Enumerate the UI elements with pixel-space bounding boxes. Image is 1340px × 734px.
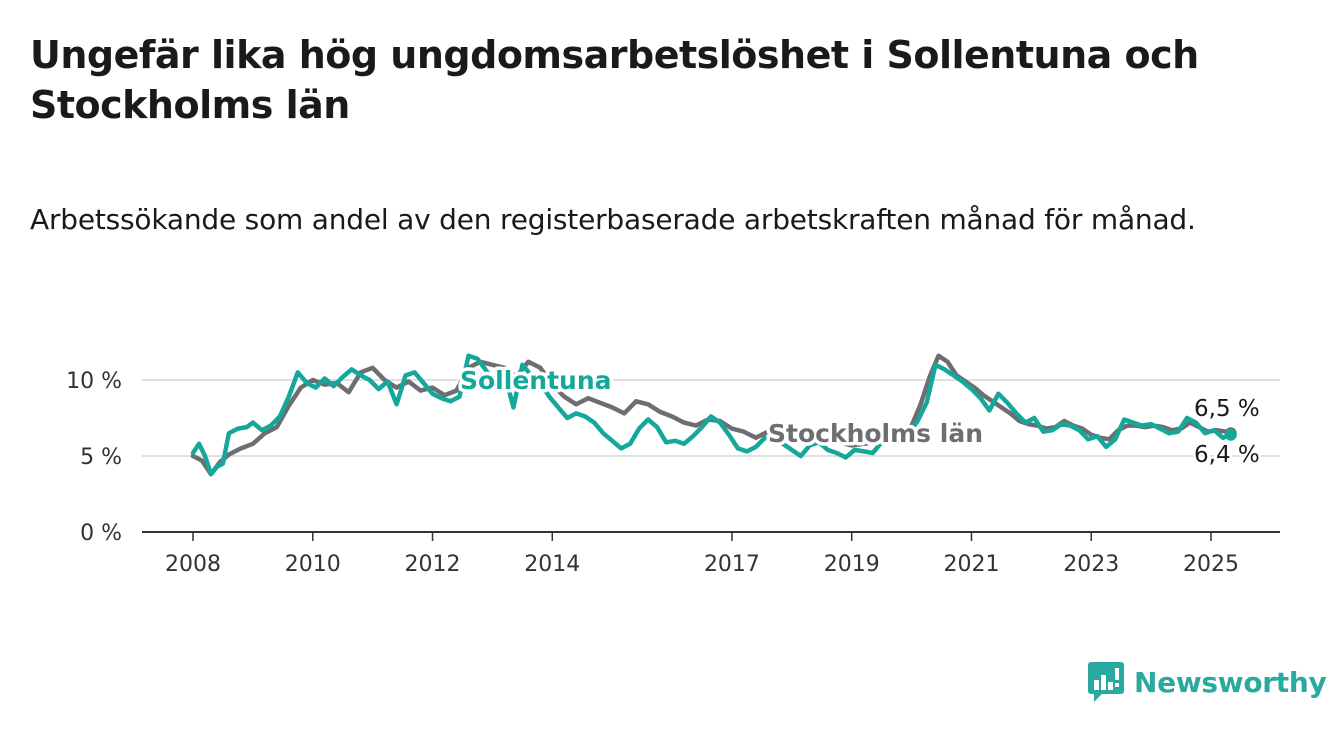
line-chart: 0 %5 %10 % 2008 2010 2012 2014 2017 2019 2021 2… bbox=[66, 353, 1280, 577]
series-lines bbox=[190, 353, 1237, 477]
y-axis-ticks: 0 % 5 % 10 % bbox=[66, 369, 122, 546]
y-tick-label: 0 % bbox=[80, 521, 122, 546]
newsworthy-brand: Newsworthy bbox=[1088, 660, 1327, 704]
series-labels: Sollentuna Stockholms län 6,5 % 6,4 % bbox=[457, 363, 1263, 471]
y-tick-label: 5 % bbox=[80, 445, 122, 470]
y-tick-label: 10 % bbox=[66, 369, 122, 394]
brand-name: Newsworthy bbox=[1134, 665, 1327, 699]
chart-title: Ungefär lika hög ungdomsarbetslöshet i S… bbox=[30, 33, 1199, 127]
x-tick-label: 2010 bbox=[285, 552, 341, 577]
x-tick-label: 2008 bbox=[165, 552, 221, 577]
x-tick-label: 2014 bbox=[524, 552, 580, 577]
series-line-stockholms-lan bbox=[190, 353, 1234, 477]
series-label-stockholms-lan: Stockholms län bbox=[768, 419, 983, 448]
chart-subtitle: Arbetssökande som andel av den registerb… bbox=[30, 203, 1196, 236]
end-label-stockholms-lan: 6,5 % bbox=[1194, 396, 1260, 422]
end-label-sollentuna: 6,4 % bbox=[1194, 442, 1260, 468]
x-tick-label: 2021 bbox=[943, 552, 999, 577]
grid-lines bbox=[142, 379, 1280, 533]
series-label-sollentuna: Sollentuna bbox=[460, 366, 612, 395]
newsworthy-logo-icon bbox=[1088, 662, 1124, 702]
end-point-sollentuna bbox=[1224, 428, 1237, 441]
x-tick-label: 2025 bbox=[1183, 552, 1239, 577]
x-tick-label: 2019 bbox=[824, 552, 880, 577]
x-tick-label: 2023 bbox=[1063, 552, 1119, 577]
x-tick-label: 2017 bbox=[704, 552, 760, 577]
x-tick-label: 2012 bbox=[405, 552, 461, 577]
series-line-sollentuna bbox=[190, 353, 1234, 477]
x-axis-ticks: 2008 2010 2012 2014 2017 2019 2021 2023 2025 bbox=[165, 532, 1239, 577]
